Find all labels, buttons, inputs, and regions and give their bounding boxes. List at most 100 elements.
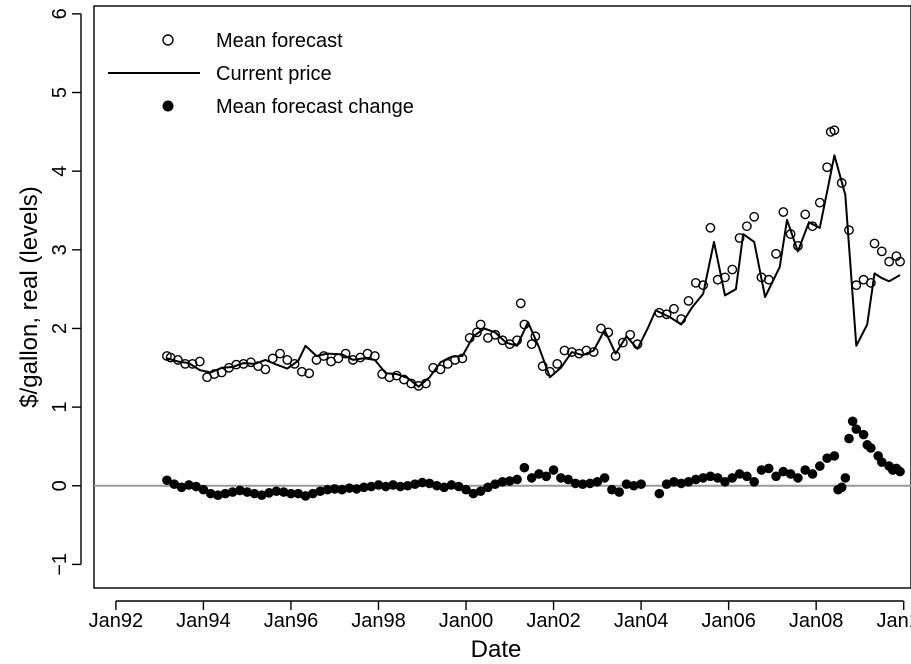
x-tick-label: Jan92 <box>89 610 144 632</box>
mean-forecast-point <box>530 331 541 342</box>
mean-forecast-change-point <box>592 477 603 487</box>
y-axis-label: $/gallon, real (levels) <box>16 186 43 407</box>
mean-forecast-point <box>340 348 351 359</box>
mean-forecast-change-point <box>373 480 384 490</box>
mean-forecast-change-point <box>278 487 289 497</box>
legend-label-mean-forecast: Mean forecast <box>216 30 343 52</box>
x-tick-label: Jan10 <box>876 610 911 632</box>
mean-forecast-point <box>705 222 716 233</box>
mean-forecast-change-point <box>691 474 701 485</box>
mean-forecast-point <box>282 355 293 365</box>
mean-forecast-change-point <box>829 451 840 461</box>
mean-forecast-change-point <box>763 463 774 474</box>
mean-forecast-point <box>526 339 537 350</box>
mean-forecast-point <box>741 221 752 232</box>
mean-forecast-change-point <box>858 429 869 440</box>
mean-forecast-change-point <box>242 487 252 497</box>
mean-forecast-point <box>844 225 854 236</box>
mean-forecast-point <box>391 370 402 381</box>
mean-forecast-point <box>296 366 307 377</box>
mean-forecast-change-point <box>293 488 304 499</box>
mean-forecast-change-point <box>169 479 180 489</box>
mean-forecast-point <box>519 319 530 330</box>
mean-forecast-point <box>464 332 475 343</box>
mean-forecast-point <box>698 280 709 291</box>
mean-forecast-change-point <box>504 476 515 486</box>
mean-forecast-point <box>625 329 636 340</box>
mean-forecast-point <box>865 277 876 288</box>
mean-forecast-change-point <box>162 475 172 486</box>
plot-frame <box>93 5 911 589</box>
mean-forecast-change-point <box>705 471 716 482</box>
x-tick-label: Jan98 <box>351 610 406 632</box>
x-tick-label: Jan02 <box>526 610 581 632</box>
mean-forecast-point <box>333 353 344 364</box>
mean-forecast-change-point <box>676 478 687 489</box>
mean-forecast-point <box>304 368 315 379</box>
mean-forecast-point <box>771 248 781 259</box>
mean-forecast-point <box>504 339 515 350</box>
mean-forecast-change-point <box>793 473 803 483</box>
mean-forecast-change-point <box>176 482 187 493</box>
mean-forecast-point <box>727 264 738 275</box>
mean-forecast-change-point <box>220 488 231 499</box>
mean-forecast-change-point <box>359 482 369 493</box>
mean-forecast-change-point <box>771 471 781 482</box>
mean-forecast-point <box>661 309 672 320</box>
mean-forecast-change-point <box>388 480 398 490</box>
mean-forecast-change-point <box>712 473 723 483</box>
mean-forecast-change-point <box>851 424 862 434</box>
mean-forecast-point <box>318 351 329 361</box>
mean-forecast-change-point <box>468 488 479 499</box>
mean-forecast-point <box>435 364 446 375</box>
mean-forecast-point <box>800 209 811 220</box>
mean-forecast-change-point <box>351 484 362 494</box>
mean-forecast-layer <box>162 125 905 391</box>
mean-forecast-change-point <box>895 466 905 477</box>
mean-forecast-point <box>209 369 220 379</box>
mean-forecast-point <box>311 355 322 365</box>
mean-forecast-change-point <box>475 486 486 497</box>
mean-forecast-point <box>617 337 628 348</box>
mean-forecast-point <box>793 240 803 251</box>
mean-forecast-point <box>472 327 482 338</box>
mean-forecast-change-point <box>483 482 493 493</box>
mean-forecast-point <box>194 356 205 367</box>
mean-forecast-change-point <box>286 488 296 499</box>
mean-forecast-change-point <box>840 473 851 483</box>
mean-forecast-change-point <box>227 487 238 497</box>
mean-forecast-point <box>869 238 880 249</box>
mean-forecast-point <box>778 207 789 217</box>
x-tick-label: Jan96 <box>264 610 319 632</box>
mean-forecast-point <box>785 229 796 239</box>
mean-forecast-point <box>654 307 665 318</box>
mean-forecast-change-point <box>742 471 752 482</box>
mean-forecast-change-point <box>410 479 420 489</box>
mean-forecast-point <box>238 358 249 369</box>
mean-forecast-change-point <box>734 469 745 479</box>
mean-forecast-change-point <box>548 465 559 475</box>
mean-forecast-change-point <box>607 484 617 495</box>
mean-forecast-point <box>895 256 905 267</box>
mean-forecast-point <box>180 358 191 369</box>
mean-forecast-change-point <box>556 473 566 483</box>
legend-label-current-price: Current price <box>216 63 332 85</box>
mean-forecast-change-point <box>785 469 796 479</box>
mean-forecast-point <box>632 339 643 350</box>
mean-forecast-change-point <box>380 481 391 492</box>
mean-forecast-point <box>749 211 760 222</box>
mean-forecast-point <box>457 353 468 364</box>
legend-open-circle-marker <box>162 34 174 46</box>
y-tick-label: 2 <box>49 323 71 334</box>
mean-forecast-change-point <box>344 483 355 493</box>
mean-forecast-point <box>428 362 439 373</box>
mean-forecast-point <box>267 353 278 364</box>
x-tick-label: Jan94 <box>176 610 231 632</box>
legend: Mean forecast Current price Mean forecas… <box>108 30 414 118</box>
x-axis: Jan92 Jan94 Jan96 Jan98 Jan00 Jan02 Jan04 Jan06… <box>89 600 911 632</box>
mean-forecast-change-point <box>669 477 679 487</box>
mean-forecast-point <box>275 348 285 359</box>
mean-forecast-change-point <box>749 477 759 487</box>
y-tick-label: 1 <box>49 402 71 413</box>
mean-forecast-point <box>566 347 577 357</box>
